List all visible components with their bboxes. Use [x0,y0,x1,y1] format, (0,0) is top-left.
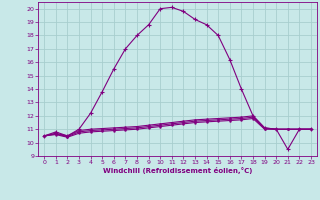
X-axis label: Windchill (Refroidissement éolien,°C): Windchill (Refroidissement éolien,°C) [103,167,252,174]
